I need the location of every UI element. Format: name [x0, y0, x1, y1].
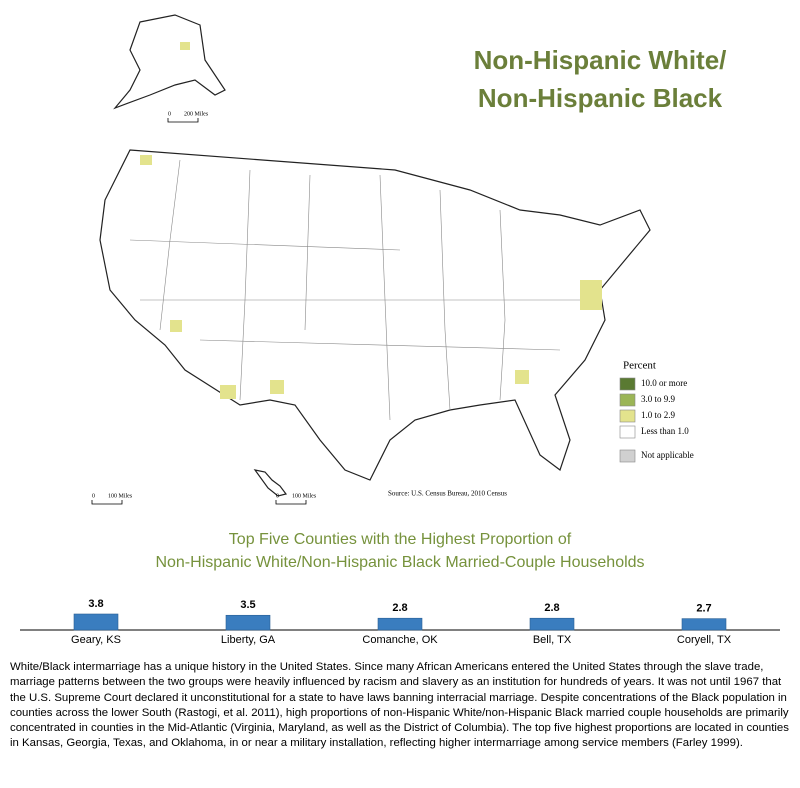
value-label: 2.7	[696, 603, 711, 615]
scale-label: 0	[92, 493, 95, 499]
bar	[377, 617, 423, 631]
scale-label: 100 Miles	[292, 493, 317, 499]
category-label: Comanche, OK	[362, 634, 438, 646]
legend-label: 10.0 or more	[641, 378, 687, 388]
bar	[73, 613, 119, 631]
scale-label: 0	[168, 111, 171, 117]
scale-bar	[167, 118, 199, 123]
legend-label: 1.0 to 2.9	[641, 410, 676, 420]
county-highlight	[580, 280, 602, 310]
county-highlight	[220, 385, 236, 399]
legend-label: Less than 1.0	[641, 426, 689, 436]
category-label: Geary, KS	[71, 634, 121, 646]
map-title: Non-Hispanic Black	[478, 83, 723, 113]
legend-swatch	[619, 393, 636, 407]
legend-swatch	[619, 449, 636, 463]
legend-swatch	[619, 377, 636, 391]
scale-label: 100 Miles	[108, 493, 133, 499]
scale-bar	[91, 500, 123, 505]
chart-title: Non-Hispanic White/Non-Hispanic Black Ma…	[155, 554, 644, 571]
value-label: 3.5	[240, 599, 255, 611]
bar	[225, 614, 271, 631]
legend-swatch	[619, 425, 636, 439]
chart-title: Top Five Counties with the Highest Propo…	[229, 531, 572, 548]
infographic: Non-Hispanic White/ Non-Hispanic Black P…	[20, 14, 780, 646]
category-label: Coryell, TX	[677, 634, 732, 646]
county-highlight	[180, 42, 190, 50]
value-label: 2.8	[544, 602, 559, 614]
value-label: 2.8	[392, 602, 407, 614]
map-source: Source: U.S. Census Bureau, 2010 Census	[388, 490, 507, 498]
bar	[529, 617, 575, 631]
state-lines	[129, 159, 600, 421]
scale-label: 0	[276, 493, 279, 499]
map-title: Non-Hispanic White/	[474, 45, 727, 75]
body-text: White/Black intermarriage has a unique h…	[10, 661, 789, 750]
county-highlight	[140, 155, 152, 165]
county-highlight	[170, 320, 182, 332]
county-highlight	[270, 380, 284, 394]
bar	[681, 618, 727, 631]
map	[99, 14, 651, 497]
legend-swatch	[619, 409, 636, 423]
alaska-shape	[113, 14, 226, 110]
county-highlight	[515, 370, 529, 384]
value-label: 3.8	[88, 598, 103, 610]
category-label: Liberty, GA	[221, 634, 276, 646]
scale-label: 200 Miles	[184, 111, 209, 117]
category-label: Bell, TX	[533, 634, 572, 646]
legend-title: Percent	[623, 360, 656, 372]
hawaii-shape	[253, 469, 288, 497]
legend-label: 3.0 to 9.9	[641, 394, 676, 404]
scale-bar	[275, 500, 307, 505]
contiguous-us-shape	[99, 149, 651, 481]
legend-label: Not applicable	[641, 450, 694, 460]
